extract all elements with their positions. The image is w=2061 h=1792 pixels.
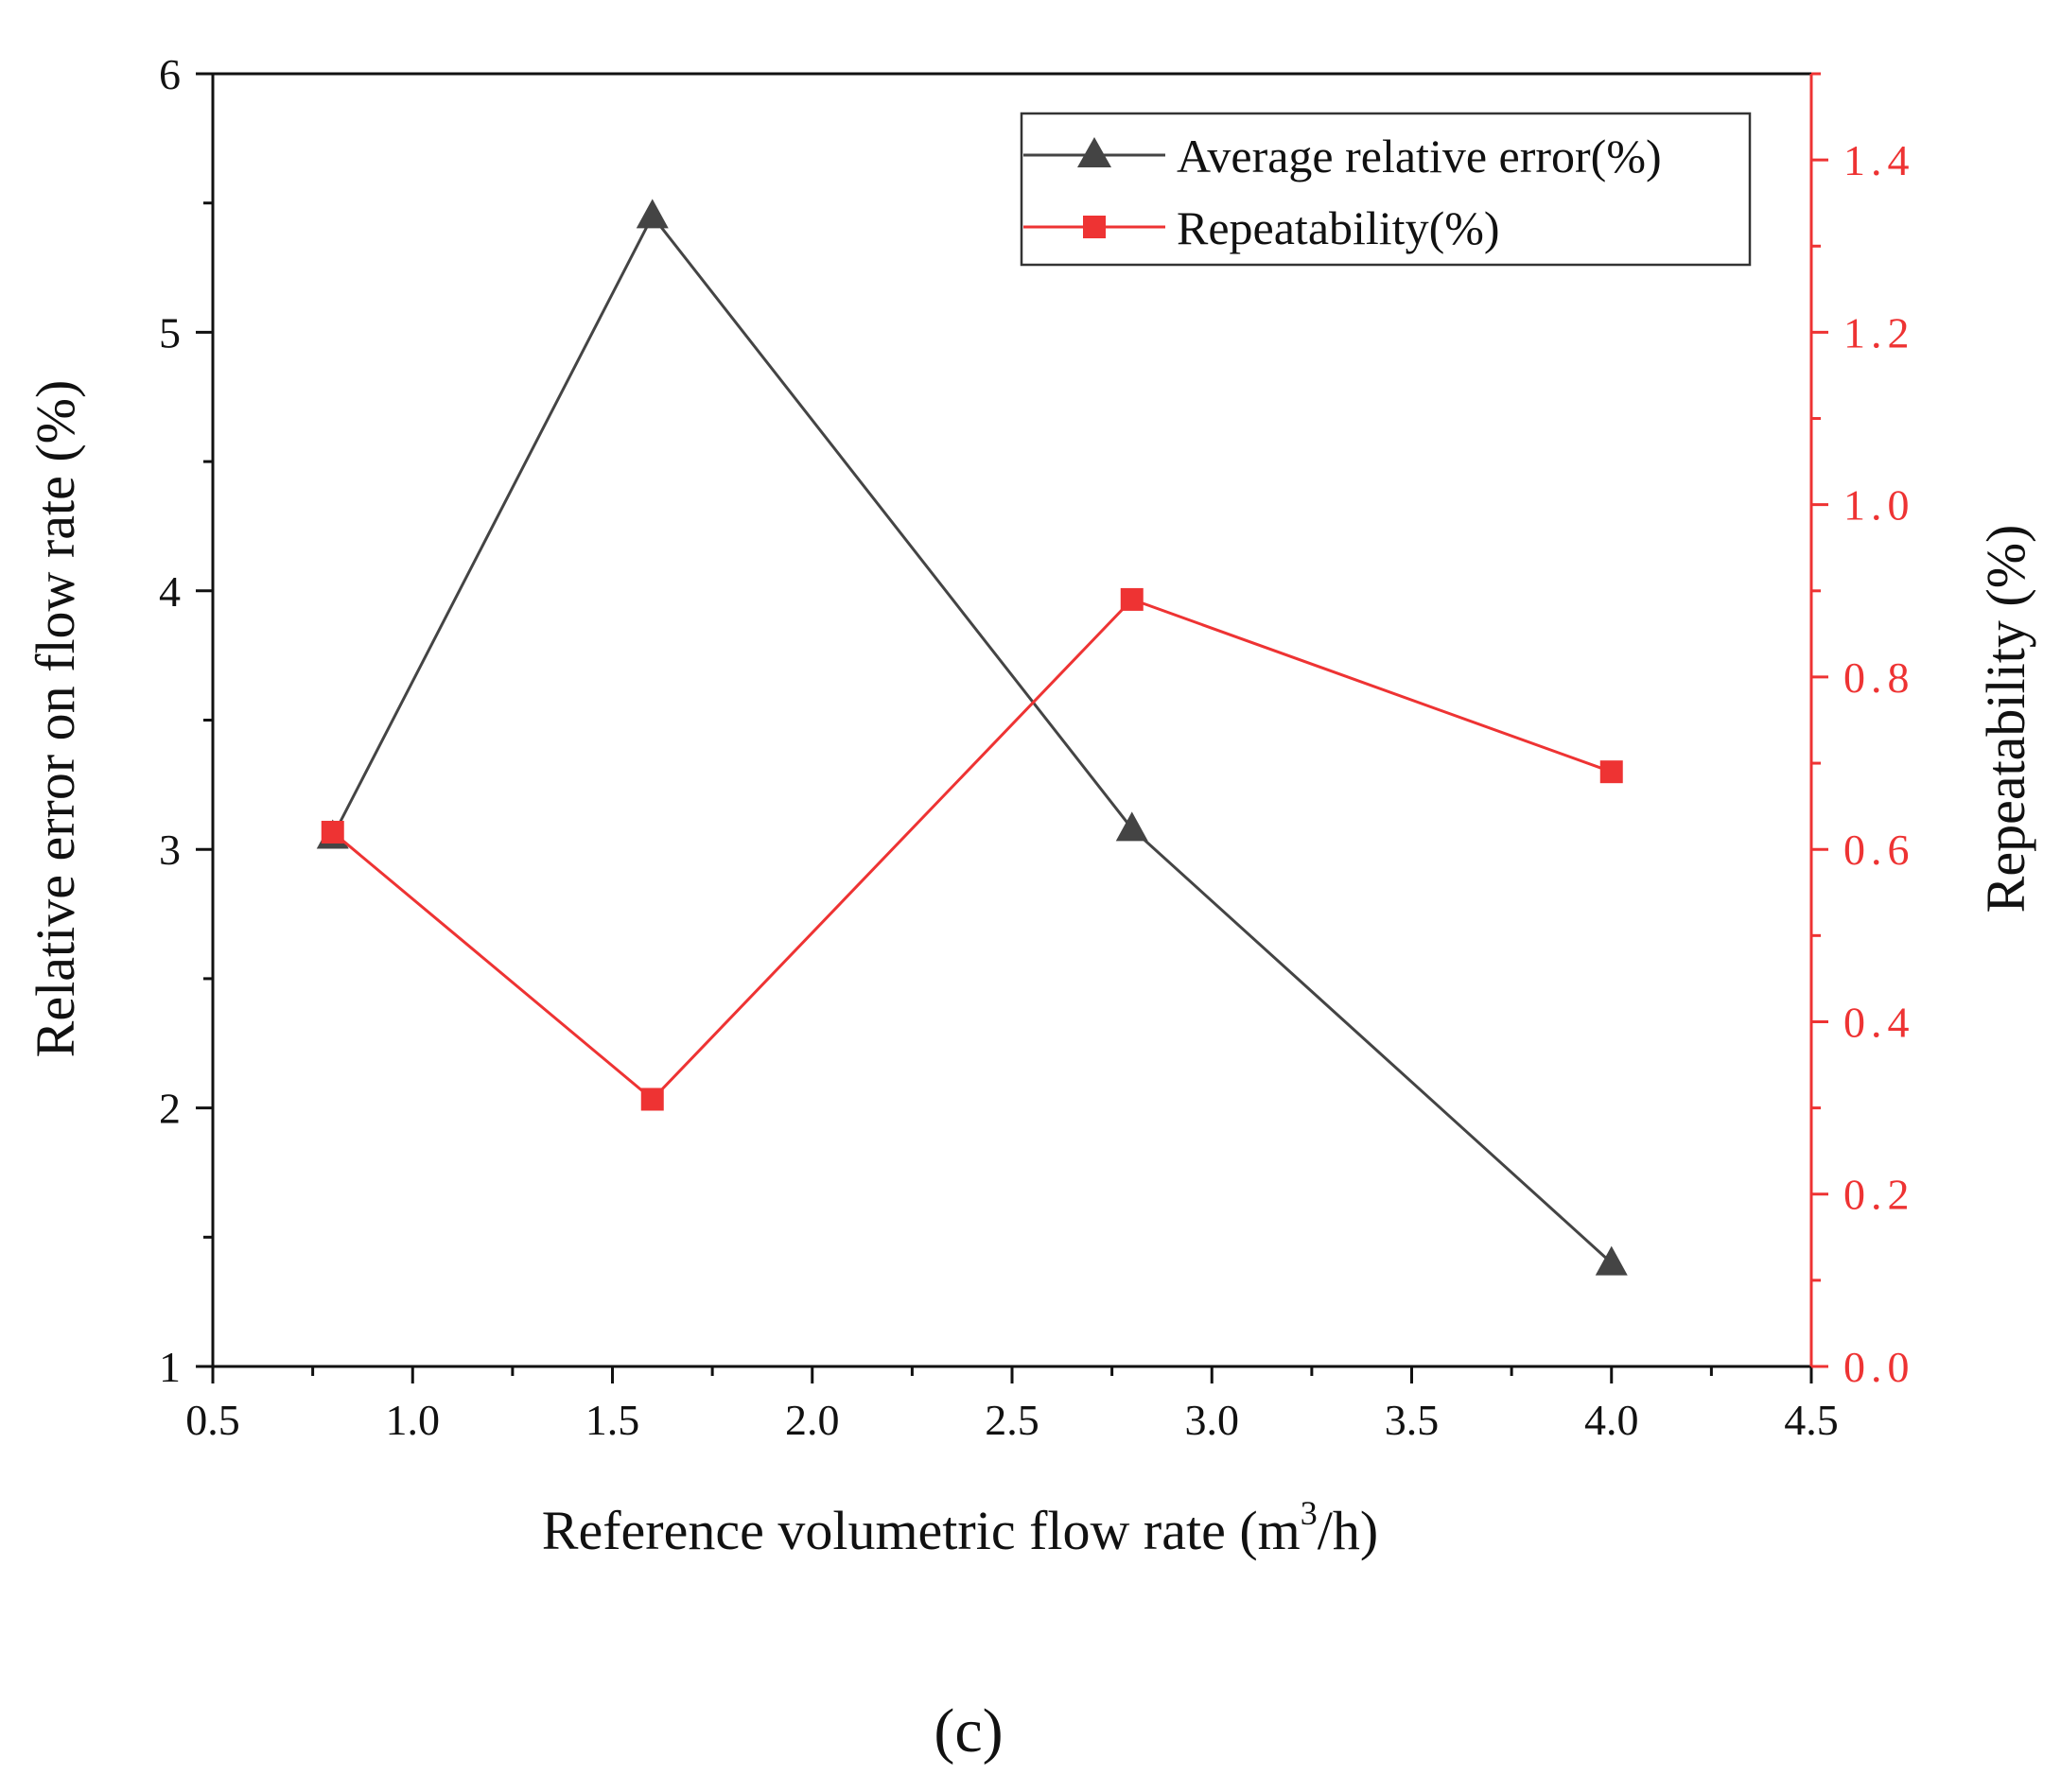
x-tick-label: 1.5 xyxy=(585,1396,640,1444)
y-left-tick-label: 2 xyxy=(159,1085,181,1133)
y-left-tick-label: 5 xyxy=(159,308,181,357)
legend: Average relative error(%) Repeatability(… xyxy=(1020,112,1752,267)
legend-box xyxy=(1020,112,1752,267)
x-axis-title: Reference volumetric flow rate (m3/h) xyxy=(542,1494,1378,1561)
y-axis-right-title: Repeatability (%) xyxy=(1975,525,2036,913)
data-point-triangle xyxy=(1115,811,1148,842)
y-right-tick-label: 0.2 xyxy=(1843,1171,1915,1219)
legend-label-avg-error: Average relative error(%) xyxy=(1177,130,1662,183)
data-point-triangle xyxy=(636,199,669,229)
legend-marker-square xyxy=(1083,216,1106,238)
data-point-square xyxy=(1120,587,1144,611)
x-tick-label: 0.5 xyxy=(185,1396,240,1444)
y-left-tick-label: 6 xyxy=(159,50,181,98)
x-tick-label: 4.5 xyxy=(1784,1396,1839,1444)
y-right-tick-label: 1.4 xyxy=(1843,136,1915,184)
axes xyxy=(211,72,1813,1368)
y-right-tick-label: 0.6 xyxy=(1843,826,1915,874)
data-point-square xyxy=(640,1087,664,1111)
y-left-tick-label: 3 xyxy=(159,826,181,874)
x-tick-label: 4.0 xyxy=(1584,1396,1639,1444)
data-point-square xyxy=(321,820,344,844)
tick-labels: 0.5 1.0 1.5 2.0 2.5 3.0 3.5 4.0 4.5 1 2 3 4 5 6 0.0 0.2 0… xyxy=(159,50,1915,1444)
x-tick-label: 2.0 xyxy=(785,1396,840,1444)
y-axis-left-title: Relative error on flow rate (%) xyxy=(25,380,86,1058)
y-right-tick-label: 0.8 xyxy=(1843,653,1915,702)
data-point-square xyxy=(1599,760,1623,784)
y-right-tick-label: 1.2 xyxy=(1843,308,1915,357)
y-left-tick-label: 4 xyxy=(159,567,181,616)
y-right-tick-label: 0.4 xyxy=(1843,998,1915,1046)
series xyxy=(316,199,1628,1276)
tick-marks xyxy=(196,72,1828,1383)
legend-label-repeatability: Repeatability(%) xyxy=(1177,201,1500,254)
x-tick-label: 3.0 xyxy=(1185,1396,1240,1444)
x-tick-label: 3.5 xyxy=(1385,1396,1440,1444)
legend-marker-triangle xyxy=(1077,137,1111,167)
series-line-repeatability xyxy=(331,598,1613,1102)
x-tick-label: 2.5 xyxy=(985,1396,1039,1444)
y-right-tick-label: 0.0 xyxy=(1843,1343,1915,1391)
y-right-tick-label: 1.0 xyxy=(1843,481,1915,530)
series-line-avg-error xyxy=(331,213,1613,1264)
y-left-tick-label: 1 xyxy=(159,1343,181,1391)
data-point-triangle xyxy=(1595,1245,1628,1276)
panel-label: (c) xyxy=(934,1696,1003,1766)
x-tick-label: 1.0 xyxy=(386,1396,441,1444)
